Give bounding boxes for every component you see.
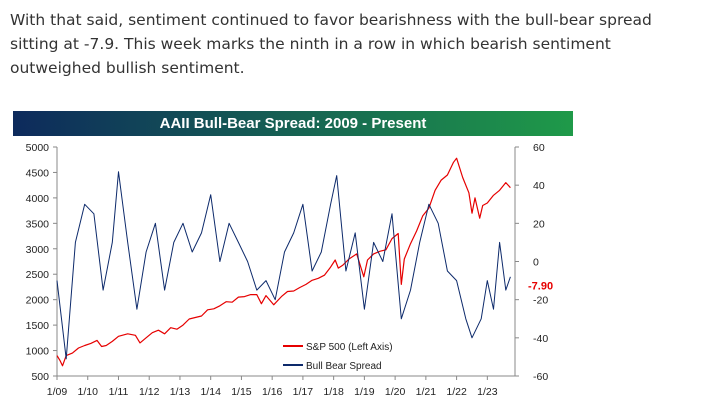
chart-title: AAII Bull-Bear Spread: 2009 - Present — [13, 111, 573, 136]
x-tick-label: 1/09 — [47, 386, 68, 398]
left-tick-label: 1500 — [26, 320, 50, 332]
bull-bear-spread-line — [56, 171, 511, 360]
bull-bear-spread-chart: 500 1000 1500 2000 2500 3000 3500 4000 4500 5000 -… — [26, 142, 553, 398]
right-tick-label: 40 — [533, 180, 545, 192]
left-tick-label: 5000 — [26, 142, 50, 154]
right-tick-label: -60 — [533, 371, 548, 383]
x-tick-label: 1/18 — [323, 386, 344, 398]
legend-label: Bull Bear Spread — [306, 361, 382, 372]
left-tick-label: 500 — [31, 371, 49, 383]
x-tick-label: 1/19 — [354, 386, 375, 398]
x-tick-label: 1/20 — [385, 386, 406, 398]
left-tick-label: 4000 — [26, 193, 50, 205]
last-value-label: -7.90 — [528, 281, 553, 293]
x-tick-label: 1/23 — [477, 386, 498, 398]
x-tick-label: 1/22 — [446, 386, 467, 398]
x-tick-label: 1/16 — [262, 386, 283, 398]
left-tick-label: 2500 — [26, 269, 50, 281]
left-tick-label: 3000 — [26, 244, 50, 256]
right-tick-label: -20 — [533, 295, 548, 307]
right-tick-label: 0 — [533, 257, 539, 269]
left-tick-label: 1000 — [26, 346, 50, 358]
x-tick-label: 1/13 — [170, 386, 191, 398]
x-tick-label: 1/12 — [139, 386, 160, 398]
x-tick-label: 1/11 — [109, 386, 129, 398]
x-tick-label: 1/15 — [231, 386, 252, 398]
left-tick-label: 2000 — [26, 295, 50, 307]
right-tick-label: -40 — [533, 333, 548, 345]
sp500-line — [56, 157, 511, 367]
intro-paragraph: With that said, sentiment continued to f… — [10, 11, 652, 77]
x-tick-label: 1/14 — [200, 386, 221, 398]
legend-label: S&P 500 (Left Axis) — [306, 342, 393, 353]
x-tick-label: 1/17 — [293, 386, 314, 398]
right-tick-label: 60 — [533, 142, 545, 154]
x-tick-label: 1/21 — [416, 386, 437, 398]
left-tick-label: 4500 — [26, 167, 50, 179]
left-tick-label: 3500 — [26, 218, 50, 230]
right-tick-label: 20 — [533, 218, 545, 230]
x-tick-label: 1/10 — [78, 386, 99, 398]
